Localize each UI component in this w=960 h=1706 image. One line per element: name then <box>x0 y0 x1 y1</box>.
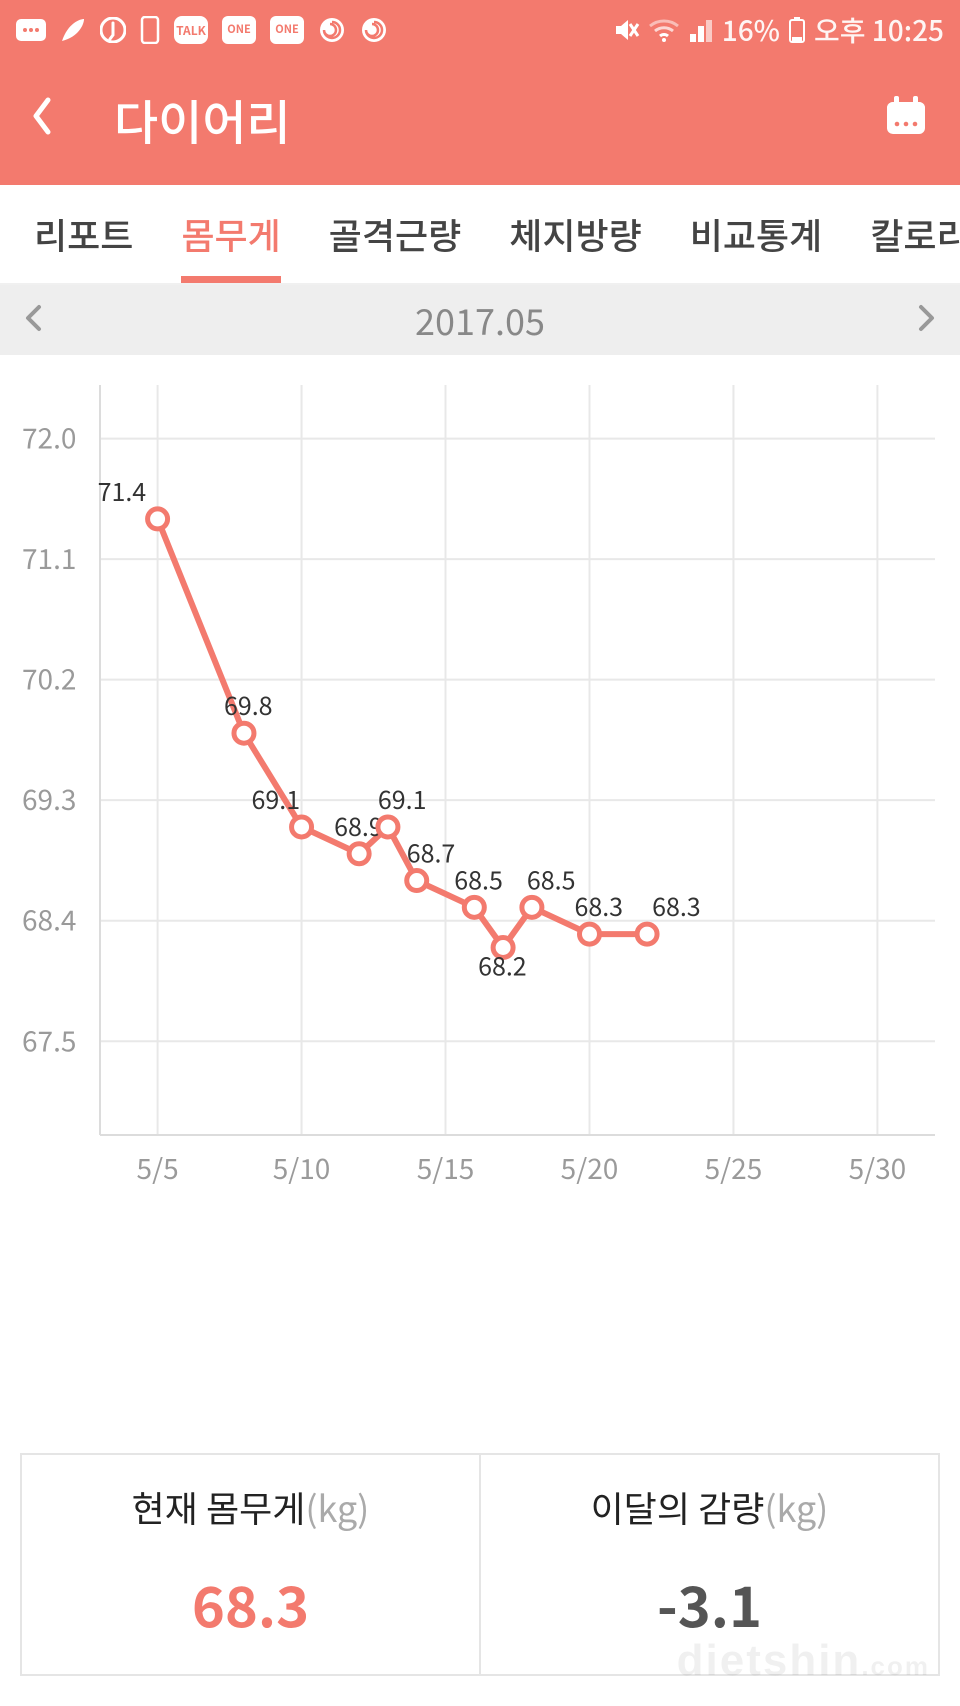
summary-loss-value: -3.1 <box>491 1563 928 1644</box>
svg-text:ONE: ONE <box>275 21 299 37</box>
tab-0[interactable]: 리포트 <box>10 185 157 284</box>
calendar-icon[interactable] <box>882 92 930 145</box>
battery-text: 16% <box>722 10 780 50</box>
svg-text:5/10: 5/10 <box>273 1148 331 1188</box>
spiral-icon <box>360 16 388 44</box>
summary-loss-unit: (kg) <box>764 1481 828 1533</box>
wifi-icon <box>648 18 680 42</box>
month-next-icon[interactable] <box>912 304 940 337</box>
summary-current-weight: 현재 몸무게(kg) 68.3 <box>22 1455 481 1674</box>
svg-text:68.2: 68.2 <box>478 948 527 984</box>
month-label: 2017.05 <box>415 294 545 346</box>
month-prev-icon[interactable] <box>20 304 48 337</box>
svg-text:71.4: 71.4 <box>98 473 147 509</box>
svg-text:69.1: 69.1 <box>252 781 301 817</box>
one-icon: ONE <box>222 16 256 44</box>
svg-text:69.8: 69.8 <box>224 687 273 723</box>
tab-3[interactable]: 체지방량 <box>485 185 665 284</box>
svg-text:68.3: 68.3 <box>574 888 623 924</box>
cell-signal-icon <box>688 18 714 42</box>
pinterest-icon <box>100 17 126 43</box>
tab-4[interactable]: 비교통계 <box>666 185 846 284</box>
svg-text:5/20: 5/20 <box>561 1148 619 1188</box>
talk-icon: TALK <box>174 16 208 44</box>
statusbar: TALK ONE ONE 16% 오후 10:25 <box>0 0 960 60</box>
svg-text:TALK: TALK <box>176 22 207 39</box>
month-nav: 2017.05 <box>0 285 960 355</box>
summary-current-label: 현재 몸무게 <box>132 1481 306 1533</box>
svg-text:72.0: 72.0 <box>22 418 76 458</box>
svg-text:68.9: 68.9 <box>334 808 383 844</box>
battery-icon <box>788 16 806 44</box>
spiral-icon <box>318 16 346 44</box>
svg-text:69.3: 69.3 <box>22 779 76 819</box>
tab-5[interactable]: 칼로리 <box>846 185 960 284</box>
tab-1[interactable]: 몸무게 <box>157 185 304 284</box>
clock-text: 오후 10:25 <box>814 10 944 50</box>
summary-current-unit: (kg) <box>305 1481 369 1533</box>
svg-text:5/25: 5/25 <box>705 1148 763 1188</box>
svg-text:5/15: 5/15 <box>417 1148 475 1188</box>
weight-chart: 72.0 71.1 70.2 69.3 68.4 67.5 5/5 5/10 5/15 5/20 5… <box>0 355 960 1235</box>
feather-icon <box>60 17 86 43</box>
tabs: 리포트몸무게골격근량체지방량비교통계칼로리 <box>0 185 960 285</box>
svg-text:68.4: 68.4 <box>22 900 76 940</box>
page-title: 다이어리 <box>114 84 291 154</box>
svg-text:68.3: 68.3 <box>652 888 701 924</box>
tab-2[interactable]: 골격근량 <box>305 185 485 284</box>
watermark: dietshin.com <box>677 1636 930 1686</box>
summary-loss-label: 이달의 감량 <box>591 1481 765 1533</box>
statusbar-right: 16% 오후 10:25 <box>612 10 944 50</box>
svg-text:69.1: 69.1 <box>378 781 427 817</box>
summary-current-value: 68.3 <box>32 1563 469 1644</box>
phone-icon <box>140 16 160 44</box>
svg-text:67.5: 67.5 <box>22 1020 76 1060</box>
svg-text:70.2: 70.2 <box>22 659 76 699</box>
svg-text:68.7: 68.7 <box>407 835 456 871</box>
back-icon[interactable] <box>30 96 54 141</box>
svg-text:5/5: 5/5 <box>137 1148 179 1188</box>
svg-text:68.5: 68.5 <box>527 861 576 897</box>
svg-text:68.5: 68.5 <box>454 861 503 897</box>
appbar: 다이어리 <box>0 60 960 185</box>
svg-text:5/30: 5/30 <box>849 1148 907 1188</box>
statusbar-left-icons: TALK ONE ONE <box>16 16 388 44</box>
svg-text:ONE: ONE <box>227 21 251 37</box>
svg-text:71.1: 71.1 <box>22 538 76 578</box>
sms-icon <box>16 19 46 41</box>
one-icon: ONE <box>270 16 304 44</box>
mute-icon <box>612 16 640 44</box>
